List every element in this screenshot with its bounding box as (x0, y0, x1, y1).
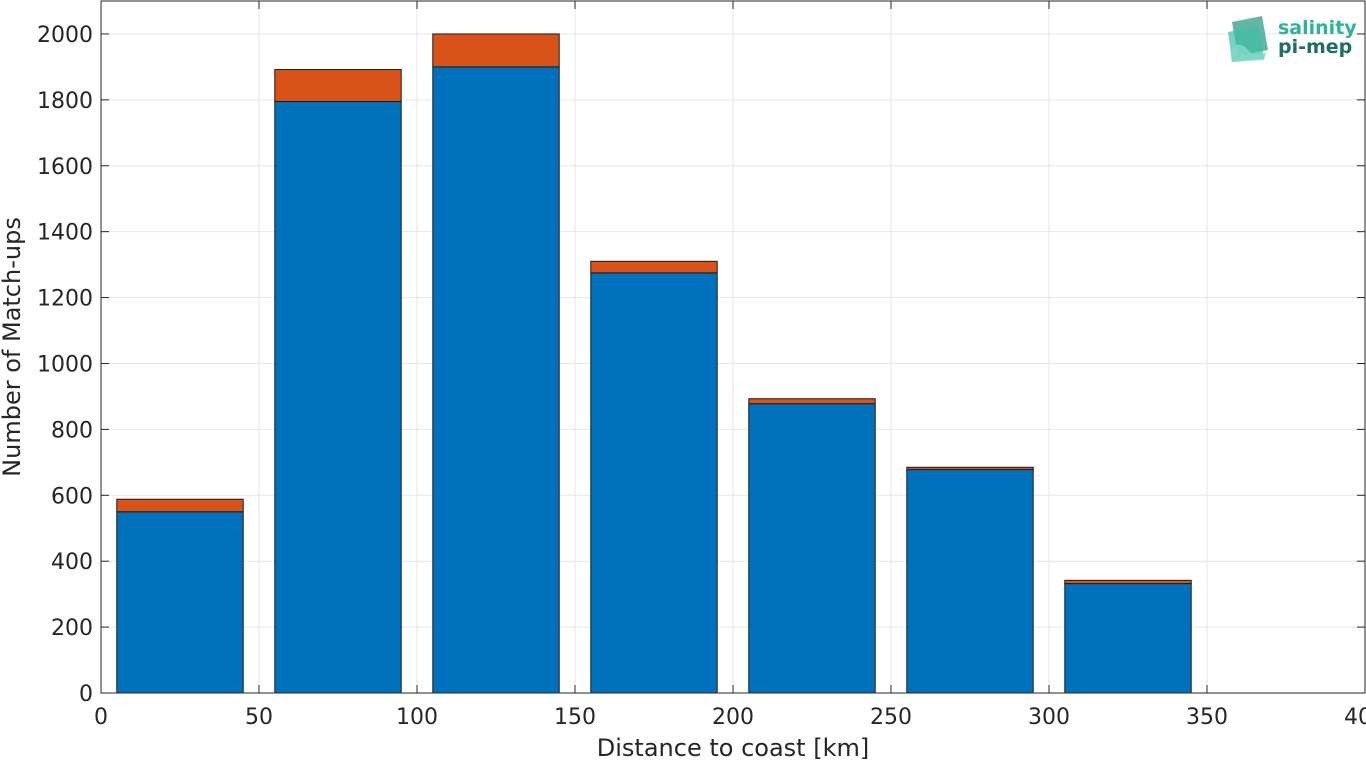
y-axis-label: Number of Match-ups (0, 217, 26, 477)
y-tick-label: 1800 (37, 89, 93, 114)
x-tick-label: 100 (396, 705, 438, 730)
wave-icon (1228, 16, 1268, 62)
x-tick-label: 250 (870, 705, 912, 730)
bar-segment-series-1 (748, 403, 876, 694)
bar-segment-series-2 (432, 33, 560, 68)
y-tick-label: 2000 (37, 23, 93, 48)
logo-text-pi-mep: pi-mep (1278, 36, 1352, 58)
bar-segment-series-2 (590, 260, 718, 274)
y-tick-label: 800 (51, 418, 93, 443)
x-tick-label: 150 (554, 705, 596, 730)
y-tick-label: 1200 (37, 287, 93, 312)
y-tick-label: 200 (51, 616, 93, 641)
bar-segment-series-2 (1064, 579, 1192, 585)
bar-segment-series-2 (274, 69, 402, 103)
bar-segment-series-1 (116, 511, 244, 694)
logo-text-salinity: salinity (1278, 17, 1357, 39)
bar-segment-series-1 (432, 66, 560, 694)
bar-segment-series-1 (1064, 583, 1192, 694)
y-tick-label: 1000 (37, 352, 93, 377)
x-tick-label: 200 (712, 705, 754, 730)
x-tick-label: 50 (245, 705, 273, 730)
x-tick-label: 400 (1344, 705, 1366, 730)
axis-ticks: 0 50 100 150 200 250 300 350 400 0 200 400 600 800 100… (37, 1, 1366, 730)
y-tick-label: 1600 (37, 155, 93, 180)
bar-segment-series-2 (748, 398, 876, 405)
x-axis-label: Distance to coast [km] (597, 734, 869, 761)
y-tick-label: 1400 (37, 221, 93, 246)
bar-segment-series-1 (906, 469, 1034, 694)
bar-segment-series-1 (590, 272, 718, 694)
bar-segment-series-2 (906, 466, 1034, 471)
y-tick-label: 0 (79, 682, 93, 707)
bar-segment-series-1 (274, 101, 402, 694)
x-tick-label: 300 (1028, 705, 1070, 730)
y-tick-label: 400 (51, 550, 93, 575)
salinity-pi-mep-logo: salinity pi-mep (1228, 16, 1357, 62)
bars (116, 33, 1192, 694)
bar-segment-series-2 (116, 498, 244, 513)
y-tick-label: 600 (51, 484, 93, 509)
x-tick-label: 350 (1186, 705, 1228, 730)
x-tick-label: 0 (94, 705, 108, 730)
